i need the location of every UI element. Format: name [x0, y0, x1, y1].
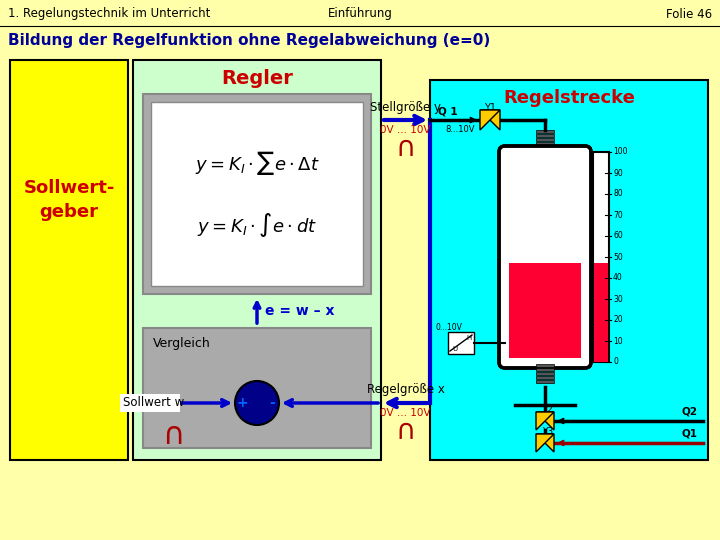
Text: 8...10V: 8...10V: [445, 125, 474, 134]
Text: Regler: Regler: [221, 69, 293, 87]
Bar: [536, 372, 554, 375]
Bar: [133, 60, 381, 460]
Bar: [151, 102, 363, 286]
Text: ∩: ∩: [395, 134, 415, 162]
Text: 1. Regelungstechnik im Unterricht: 1. Regelungstechnik im Unterricht: [8, 8, 210, 21]
Bar: [536, 134, 554, 137]
Text: Sollwert w: Sollwert w: [123, 396, 184, 409]
Bar: [143, 328, 371, 448]
Bar: [536, 146, 554, 149]
Bar: [430, 80, 708, 460]
Text: -: -: [269, 396, 275, 410]
FancyBboxPatch shape: [120, 394, 180, 412]
Text: Regelgröße x: Regelgröße x: [366, 383, 444, 396]
FancyBboxPatch shape: [499, 146, 591, 368]
Bar: [448, 332, 474, 354]
Text: 0: 0: [613, 357, 618, 367]
Text: 90: 90: [613, 168, 623, 178]
Polygon shape: [536, 434, 554, 452]
Bar: [10, 60, 128, 460]
Text: +: +: [236, 396, 248, 410]
Bar: [509, 264, 581, 358]
Text: U: U: [452, 346, 457, 352]
Polygon shape: [536, 412, 554, 430]
Text: Q 1: Q 1: [438, 107, 458, 117]
Bar: [536, 142, 554, 145]
Bar: [536, 380, 554, 383]
Text: 20: 20: [613, 315, 623, 325]
Text: $y = K_I \cdot \int e \cdot dt$: $y = K_I \cdot \int e \cdot dt$: [197, 211, 317, 239]
Circle shape: [235, 381, 279, 425]
Bar: [536, 368, 554, 371]
Text: ∩: ∩: [395, 417, 415, 445]
Text: Stellgröße y: Stellgröße y: [370, 100, 441, 113]
Bar: [593, 152, 609, 362]
Text: 30: 30: [613, 294, 623, 303]
Text: 0V ... 10V: 0V ... 10V: [380, 125, 431, 135]
Bar: [536, 138, 554, 141]
Text: Y3: Y3: [542, 427, 553, 435]
Text: Q2: Q2: [682, 406, 698, 416]
Text: $y = K_I \cdot \sum e \cdot \Delta t$: $y = K_I \cdot \sum e \cdot \Delta t$: [194, 148, 320, 177]
Text: 100: 100: [613, 147, 628, 157]
Text: Bildung der Regelfunktion ohne Regelabweichung (e=0): Bildung der Regelfunktion ohne Regelabwe…: [8, 32, 490, 48]
Text: Y1: Y1: [484, 103, 496, 113]
Text: e = w – x: e = w – x: [265, 304, 335, 318]
Bar: [536, 364, 554, 367]
Polygon shape: [480, 110, 500, 130]
Text: Vergleich: Vergleich: [153, 338, 211, 350]
Text: H: H: [466, 335, 472, 341]
Text: 60: 60: [613, 232, 623, 240]
Text: Q1: Q1: [682, 428, 698, 438]
Text: 80: 80: [613, 190, 623, 199]
Text: ∩: ∩: [162, 421, 184, 449]
Text: 40: 40: [613, 273, 623, 282]
Text: 0V ... 10V: 0V ... 10V: [380, 408, 431, 418]
Bar: [143, 94, 371, 294]
Polygon shape: [536, 412, 554, 430]
Text: Regelstrecke: Regelstrecke: [503, 89, 635, 107]
Text: Sollwert-
geber: Sollwert- geber: [23, 179, 114, 221]
Text: Folie 46: Folie 46: [666, 8, 712, 21]
Text: 10: 10: [613, 336, 623, 346]
Text: Einführung: Einführung: [328, 8, 392, 21]
Text: 70: 70: [613, 211, 623, 219]
Text: 0...10V: 0...10V: [435, 322, 462, 332]
Bar: [536, 376, 554, 379]
Polygon shape: [480, 110, 500, 130]
Text: Y2: Y2: [542, 404, 553, 414]
Polygon shape: [536, 434, 554, 452]
Text: 50: 50: [613, 253, 623, 261]
Bar: [594, 264, 608, 362]
Bar: [536, 130, 554, 133]
